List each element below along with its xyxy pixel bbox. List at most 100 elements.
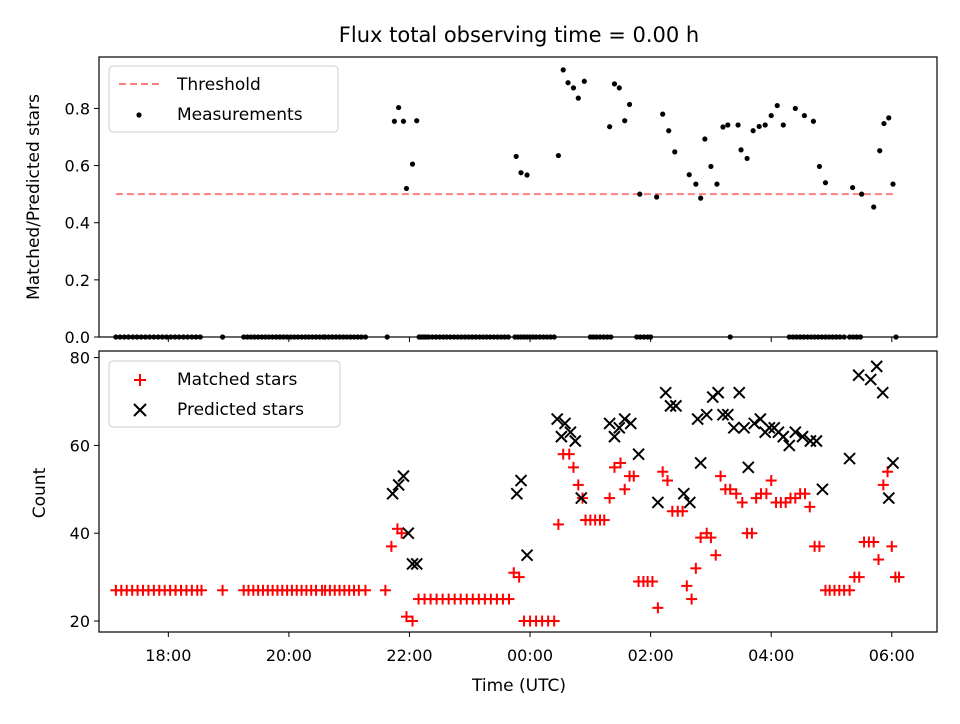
predicted-star-b <box>406 557 419 571</box>
predicted-star-b <box>618 412 631 426</box>
measurement-point <box>792 105 798 112</box>
predicted-star-b <box>694 456 707 470</box>
matched-star-point <box>567 461 579 473</box>
measurement-point <box>414 118 420 124</box>
predicted-star-point <box>386 487 399 500</box>
bottom-y-tick-label: 60 <box>70 436 90 455</box>
measurement-point <box>570 85 577 91</box>
predicted-star-b <box>632 447 645 461</box>
measurement-point <box>725 122 731 128</box>
matched-star-point <box>804 501 816 513</box>
predicted-star-point <box>520 548 534 562</box>
measurement-point <box>396 104 402 111</box>
top-axes-frame <box>98 56 938 338</box>
measurement-point <box>756 123 762 130</box>
measurement-point <box>886 115 892 121</box>
predicted-star-point <box>618 412 631 426</box>
predicted-star-b <box>721 408 735 421</box>
measurement-point <box>622 118 628 124</box>
bottom-legend-box <box>108 360 341 428</box>
matched-star-point <box>608 461 620 473</box>
predicted-star-b <box>510 487 524 500</box>
predicted-star-b <box>789 426 802 439</box>
predicted-star-b <box>727 421 741 435</box>
predicted-star-point <box>700 408 713 421</box>
matched-star-point <box>628 470 640 482</box>
top-legend: Threshold Measurements <box>108 65 339 133</box>
predicted-star-point <box>575 491 588 505</box>
predicted-legend-swatch <box>133 403 147 417</box>
measurement-point <box>698 195 704 201</box>
figure-title: Flux total observing time = 0.00 h <box>339 23 699 47</box>
matched-star-point <box>710 549 722 561</box>
measurement-point <box>816 163 823 170</box>
measurement-point <box>714 181 720 187</box>
matched-star-point <box>563 448 575 460</box>
matched-star-point <box>686 593 698 605</box>
predicted-star-point <box>789 426 802 439</box>
matched-star-point <box>385 540 397 552</box>
top-panel: 0.00.20.40.60.8 Matched/Predicted stars … <box>24 56 938 347</box>
measurement-point <box>738 147 744 153</box>
measurement-point <box>849 184 856 191</box>
measurement-point <box>666 128 672 134</box>
predicted-star-b <box>852 368 865 382</box>
predicted-star-b <box>783 439 796 452</box>
bottom-y-tick-label: 20 <box>70 612 90 631</box>
predicted-star-b <box>520 548 534 562</box>
predicted-star-b <box>664 399 677 413</box>
predicted-star-point <box>886 456 900 470</box>
predicted-star-point <box>882 491 895 505</box>
matched-star-point <box>853 571 865 583</box>
measurement-point <box>881 120 887 127</box>
predicted-star-b <box>397 469 410 483</box>
top-y-tick-label: 0.6 <box>65 157 90 176</box>
predicted-star-point <box>737 421 751 435</box>
predicted-star-b <box>876 386 889 399</box>
top-x-ticks <box>167 337 893 342</box>
matched-star-point <box>662 475 674 487</box>
predicted-star-b <box>677 487 690 500</box>
predicted-star-b <box>763 421 776 435</box>
matched-star-point <box>715 470 727 482</box>
bottom-y-ticks: 20 40 60 80 <box>70 349 99 631</box>
measurement-point <box>575 95 581 101</box>
measurement-point <box>708 163 714 170</box>
measurements-legend-swatch <box>136 112 142 118</box>
matched-star-point <box>873 554 885 566</box>
predicted-legend-label: Predicted stars <box>177 400 304 420</box>
predicted-star-point <box>783 439 796 452</box>
matched-star-point <box>396 527 408 539</box>
measurement-point <box>616 85 622 91</box>
matched-star-point <box>513 571 525 583</box>
bottom-x-tick-label: 06:00 <box>869 646 915 665</box>
matched-star-point <box>652 602 664 614</box>
predicted-star-b <box>651 496 665 509</box>
measurement-point <box>660 111 666 117</box>
top-y-axis-label: Matched/Predicted stars <box>24 94 44 300</box>
predicted-star-point <box>564 426 577 439</box>
predicted-star-b <box>555 430 568 443</box>
matched-star-point <box>619 483 631 495</box>
matched-star-point <box>868 536 880 548</box>
predicted-star-point <box>727 421 741 435</box>
matched-legend-swatch <box>134 374 146 386</box>
matched-star-point <box>705 532 717 544</box>
predicted-star-point <box>410 557 423 571</box>
matched-star-point <box>746 527 758 539</box>
measurement-point <box>637 191 643 197</box>
predicted-star-b <box>700 408 713 421</box>
bottom-x-tick-label: 22:00 <box>386 646 432 665</box>
matched-star-point <box>657 466 669 478</box>
measurement-point <box>565 80 571 86</box>
predicted-star-point <box>569 434 582 448</box>
predicted-star-point <box>843 452 856 465</box>
measurement-point <box>762 122 768 128</box>
bottom-y-axis-label: Count <box>30 467 50 518</box>
predicted-star-b <box>716 408 730 421</box>
predicted-star-point <box>711 386 725 399</box>
top-y-ticks: 0.0 0.2 0.4 0.6 0.8 <box>65 99 99 347</box>
predicted-star-point <box>694 456 707 470</box>
measurement-point <box>409 161 416 167</box>
